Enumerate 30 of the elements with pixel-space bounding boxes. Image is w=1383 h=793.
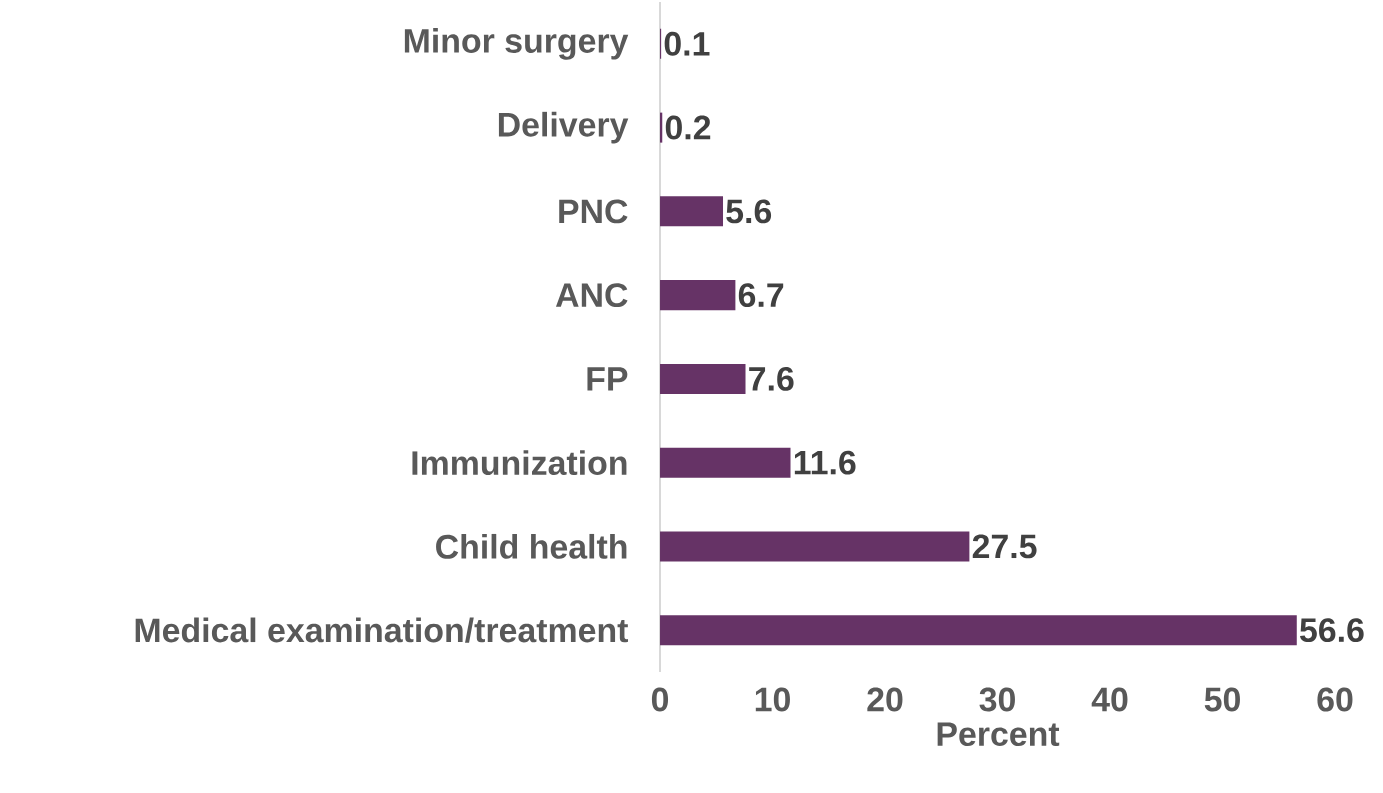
x-tick-label: 50 [1204, 687, 1240, 712]
y-tick-label: PNC [559, 199, 628, 224]
x-tick-label: 20 [867, 687, 903, 712]
x-axis-title: Percent [937, 722, 1060, 747]
data-label: 0.2 [665, 115, 711, 140]
y-tick-label: FP [587, 367, 628, 391]
y-tick-label: Immunization [412, 450, 627, 476]
data-label: 6.7 [738, 283, 784, 308]
data-label: 7.6 [749, 366, 794, 391]
x-tick-label: 40 [1091, 687, 1128, 712]
bar [660, 447, 791, 478]
bar [660, 196, 724, 227]
data-label: 5.6 [726, 199, 772, 224]
x-tick-label: 10 [755, 687, 790, 712]
data-label: 0.1 [664, 31, 710, 56]
bar [660, 531, 970, 562]
data-label: 11.6 [794, 450, 856, 475]
y-tick-label: Minor surgery [404, 28, 629, 60]
bar [660, 363, 746, 394]
bar [660, 280, 736, 311]
y-tick-label: ANC [555, 283, 628, 308]
y-tick-label: Child health [436, 533, 627, 559]
bar [660, 615, 1297, 646]
data-label: 56.6 [1300, 618, 1364, 643]
x-tick-label: 0 [651, 687, 669, 712]
data-label: 27.5 [972, 534, 1037, 559]
x-tick-label: 60 [1317, 687, 1353, 712]
y-tick-label: Delivery [498, 111, 629, 144]
y-tick-label: Medical examination/treatment [135, 617, 629, 643]
x-tick-label: 30 [979, 687, 1015, 712]
